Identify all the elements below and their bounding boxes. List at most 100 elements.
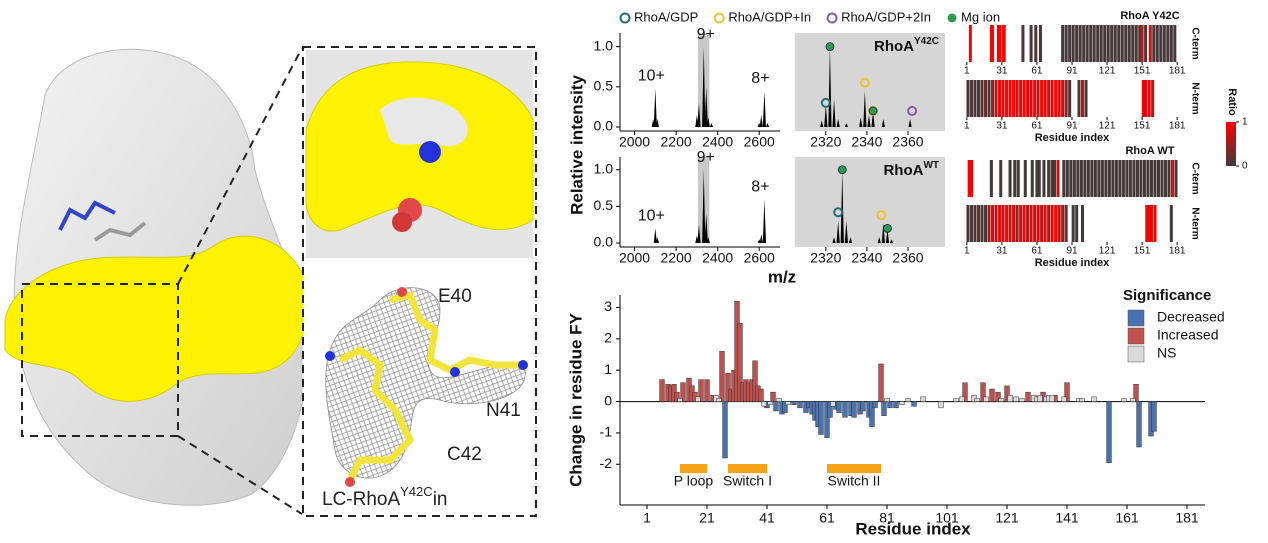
heat-cell xyxy=(998,25,1002,62)
peak-marker xyxy=(907,105,918,116)
heat-cell xyxy=(1169,25,1173,62)
bar xyxy=(920,396,926,402)
heat-cell xyxy=(1107,160,1111,197)
residue-label: C42 xyxy=(447,444,482,465)
heat-cell xyxy=(1036,80,1040,117)
bar xyxy=(887,401,893,409)
heat-cell xyxy=(969,80,974,117)
peak xyxy=(702,169,706,243)
heat-cell xyxy=(1064,80,1068,117)
peak xyxy=(832,98,836,127)
heat-cell xyxy=(1001,205,1005,242)
heat-cell xyxy=(1141,80,1145,117)
legend-marker xyxy=(826,12,838,24)
colorbar-tick-label: 0 xyxy=(1242,161,1248,172)
peak xyxy=(836,118,840,127)
heat-cell xyxy=(1050,160,1054,197)
peak xyxy=(836,221,840,243)
heat-cell xyxy=(1153,160,1157,197)
heat-cell xyxy=(1174,160,1178,197)
heat-cell xyxy=(1042,160,1046,197)
heat-cell xyxy=(1111,160,1115,197)
bar xyxy=(1013,396,1019,402)
legend-marker xyxy=(619,12,631,24)
bar xyxy=(716,398,722,402)
peak xyxy=(759,114,763,127)
peak xyxy=(653,88,657,127)
heat-cell xyxy=(1142,160,1146,197)
peak xyxy=(759,234,763,243)
heat-cell xyxy=(1068,25,1072,62)
x-tick-label: 31 xyxy=(996,121,1008,132)
peak-marker xyxy=(825,42,835,52)
peak xyxy=(706,237,710,243)
bar xyxy=(773,401,779,412)
bar xyxy=(869,401,875,427)
residue-label: E40 xyxy=(438,286,472,307)
bar xyxy=(1049,395,1055,402)
bar xyxy=(761,401,767,407)
bar xyxy=(737,322,743,402)
legend-marker xyxy=(947,13,957,23)
heat-cell xyxy=(1043,205,1047,242)
heat-cell xyxy=(969,160,974,197)
heat-cell xyxy=(991,25,995,62)
heat-cell xyxy=(1104,160,1108,197)
bar xyxy=(677,398,683,402)
heat-cell xyxy=(1047,160,1051,197)
heat-cell xyxy=(980,80,984,117)
peak-label: 10+ xyxy=(638,68,665,85)
peak xyxy=(709,122,714,127)
x-tick-label: 91 xyxy=(1066,66,1078,77)
heat-cell xyxy=(969,205,974,242)
heat-cell xyxy=(1050,205,1054,242)
panel-title: RhoA WT xyxy=(1125,145,1174,157)
peak-label: 8+ xyxy=(751,178,769,195)
heat-cell xyxy=(1140,25,1144,62)
bar xyxy=(830,401,836,407)
heat-cell xyxy=(1155,25,1159,62)
heat-cell xyxy=(1090,160,1094,197)
peak xyxy=(762,199,767,243)
peak xyxy=(706,117,710,127)
bar xyxy=(989,388,995,402)
heat-cell xyxy=(1056,160,1060,197)
bar xyxy=(860,401,866,412)
heat-cell xyxy=(1061,25,1065,62)
heat-cell xyxy=(1076,160,1080,197)
heat-cell xyxy=(1134,25,1138,62)
bar xyxy=(776,398,782,402)
peak-marker xyxy=(876,210,887,221)
x-tick-label: 2400 xyxy=(702,134,733,150)
heat-cell xyxy=(1170,160,1175,197)
heat-cell xyxy=(1113,25,1117,62)
peak xyxy=(697,102,701,127)
complex-mutation: Y42C xyxy=(400,484,433,499)
x-tick-label: 2320 xyxy=(810,134,841,150)
x-tick-label: 91 xyxy=(1066,246,1078,257)
heat-cell xyxy=(994,80,998,117)
heat-cell xyxy=(991,205,995,242)
y-axis-title: Change in residue FY xyxy=(566,312,585,486)
peak xyxy=(832,237,836,243)
x-tick-label: 2200 xyxy=(661,250,692,266)
y-tick-label: -1 xyxy=(600,424,613,440)
heat-cell xyxy=(1029,205,1033,242)
peak xyxy=(704,86,708,127)
heat-cell xyxy=(1106,25,1110,62)
peak xyxy=(655,118,660,127)
x-tick-label: 181 xyxy=(1169,121,1186,132)
y-tick-label: 0.5 xyxy=(594,197,614,213)
bar xyxy=(893,401,899,409)
bar xyxy=(767,401,773,405)
heat-cell xyxy=(1064,205,1068,242)
colorbar xyxy=(1226,122,1236,166)
bar xyxy=(836,401,842,413)
heat-cell xyxy=(966,80,970,117)
heat-cell xyxy=(984,80,988,117)
heat-cell xyxy=(1033,205,1037,242)
heat-cell xyxy=(1008,205,1012,242)
x-tick-label: 121 xyxy=(995,510,1019,526)
heat-cell xyxy=(1029,80,1033,117)
heat-cell xyxy=(1040,205,1044,242)
